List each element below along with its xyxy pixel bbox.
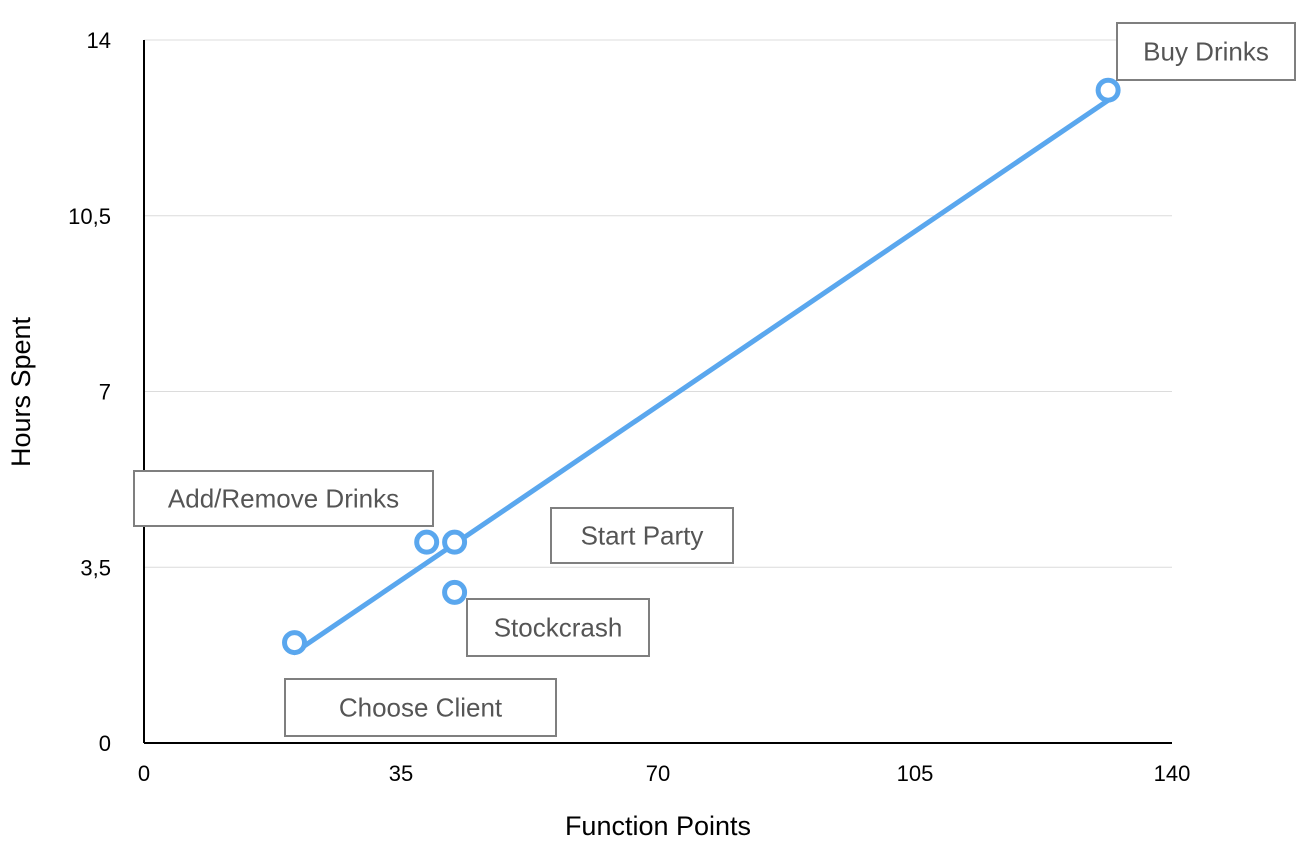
x-tick-label: 105 xyxy=(897,761,934,786)
point-label-box xyxy=(550,507,734,564)
point-label: Choose Client xyxy=(284,678,557,737)
point-label-box xyxy=(284,678,557,737)
data-point xyxy=(442,529,468,555)
point-labels: Choose Client Add/Remove Drinks Start Part… xyxy=(133,22,1296,737)
point-label: Stockcrash xyxy=(466,598,650,657)
data-point xyxy=(282,630,308,656)
y-axis-title: Hours Spent xyxy=(6,316,36,467)
point-label-box xyxy=(1116,22,1296,81)
point-label-box xyxy=(133,470,434,527)
point-label-box xyxy=(466,598,650,657)
data-point xyxy=(414,529,440,555)
data-point xyxy=(1095,77,1121,103)
trendline xyxy=(292,97,1111,656)
point-label-text: Choose Client xyxy=(339,693,503,723)
point-label: Buy Drinks xyxy=(1116,22,1296,81)
axes xyxy=(143,40,1172,744)
trendline-layer xyxy=(292,97,1111,656)
y-tick-label: 3,5 xyxy=(80,555,111,580)
y-tick-label: 0 xyxy=(99,731,111,756)
point-label: Add/Remove Drinks xyxy=(133,470,434,527)
y-tick-labels: 0 3,5 7 10,5 14 xyxy=(68,28,111,756)
data-point xyxy=(442,579,468,605)
y-tick-label: 14 xyxy=(87,28,111,53)
point-label-text: Buy Drinks xyxy=(1143,37,1269,67)
data-points xyxy=(282,77,1121,656)
point-label: Start Party xyxy=(550,507,734,564)
x-tick-label: 0 xyxy=(138,761,150,786)
point-label-text: Stockcrash xyxy=(494,613,623,643)
y-tick-label: 7 xyxy=(99,380,111,405)
x-tick-label: 70 xyxy=(646,761,670,786)
point-label-text: Add/Remove Drinks xyxy=(168,484,399,514)
x-axis-title: Function Points xyxy=(565,811,751,841)
point-label-text: Start Party xyxy=(581,521,704,551)
x-tick-label: 140 xyxy=(1154,761,1191,786)
x-tick-labels: 0 35 70 105 140 xyxy=(138,761,1190,786)
y-tick-label: 10,5 xyxy=(68,204,111,229)
x-tick-label: 35 xyxy=(389,761,413,786)
grid-lines xyxy=(144,39,1172,568)
